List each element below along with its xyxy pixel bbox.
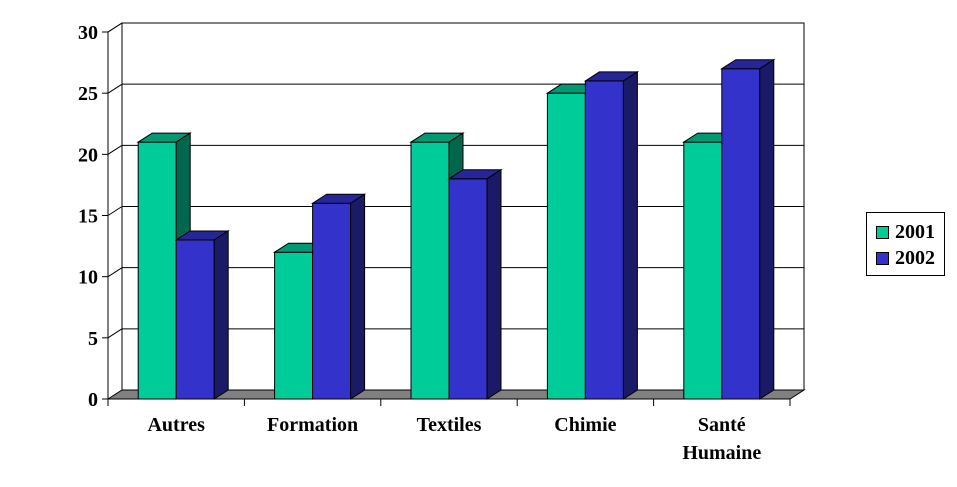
bars <box>136 58 776 400</box>
bar-side <box>759 58 775 400</box>
x-category-label: Santé Humaine <box>682 414 761 464</box>
x-category-label: Autres <box>147 414 205 436</box>
bar-side <box>486 168 502 400</box>
y-tick-label: 15 <box>78 206 98 228</box>
legend-label-2002: 2002 <box>895 247 935 269</box>
bar-2002-0 <box>174 230 230 400</box>
x-category-label: Textiles <box>417 414 482 436</box>
bar-front <box>137 141 177 400</box>
bar-2002-3 <box>583 71 640 400</box>
legend-label-2001: 2001 <box>895 221 935 243</box>
y-axis-top-edge <box>107 22 123 33</box>
legend-entry-2002: 2002 <box>876 247 935 269</box>
y-tick-label: 10 <box>78 267 98 289</box>
bar-2002-4 <box>720 58 776 400</box>
y-tick-label: 30 <box>78 22 98 44</box>
bar-front <box>584 80 624 400</box>
bar-front <box>683 141 723 400</box>
bar-side <box>350 193 366 400</box>
bar-front <box>448 178 488 400</box>
y-tick-label: 20 <box>78 144 98 166</box>
bar-front <box>312 202 352 400</box>
gridline-side <box>107 328 123 339</box>
legend-entry-2001: 2001 <box>876 221 935 243</box>
bar-front <box>274 251 314 400</box>
y-tick-label: 25 <box>78 83 98 105</box>
gridline-side <box>107 83 123 94</box>
bar-front <box>410 141 450 400</box>
gridline-side <box>107 144 123 155</box>
gridline-side <box>107 206 123 216</box>
bar-side <box>622 71 638 400</box>
bar-front <box>721 68 761 400</box>
x-category-label: Formation <box>267 414 358 436</box>
bar-2002-1 <box>310 193 367 400</box>
bar-front <box>546 92 586 400</box>
y-tick-label: 0 <box>88 389 98 411</box>
gridline-side <box>107 267 123 278</box>
bar-side <box>213 230 229 400</box>
axis-labels: 0 5 10 15 20 25 30 Autres Formation Textiles Chimi… <box>78 22 761 464</box>
bar-front <box>175 239 215 400</box>
legend-swatch-2001 <box>876 225 889 239</box>
legend: 2001 2002 <box>866 212 945 276</box>
x-category-label: Chimie <box>554 414 616 436</box>
legend-swatch-2002 <box>876 251 889 265</box>
bar-2002-2 <box>447 168 503 400</box>
y-tick-label: 5 <box>88 328 98 350</box>
